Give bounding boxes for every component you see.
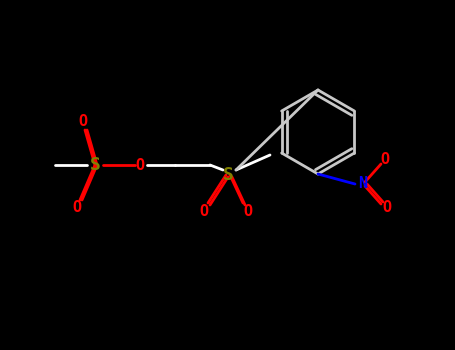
Text: O: O bbox=[72, 199, 81, 215]
Text: S: S bbox=[90, 156, 101, 174]
Text: O: O bbox=[78, 113, 87, 128]
Text: O: O bbox=[383, 201, 392, 216]
Text: O: O bbox=[136, 158, 145, 173]
Text: N: N bbox=[359, 176, 368, 191]
Text: O: O bbox=[199, 203, 208, 218]
Text: O: O bbox=[243, 203, 253, 218]
Text: O: O bbox=[380, 152, 389, 167]
Text: S: S bbox=[222, 166, 233, 184]
